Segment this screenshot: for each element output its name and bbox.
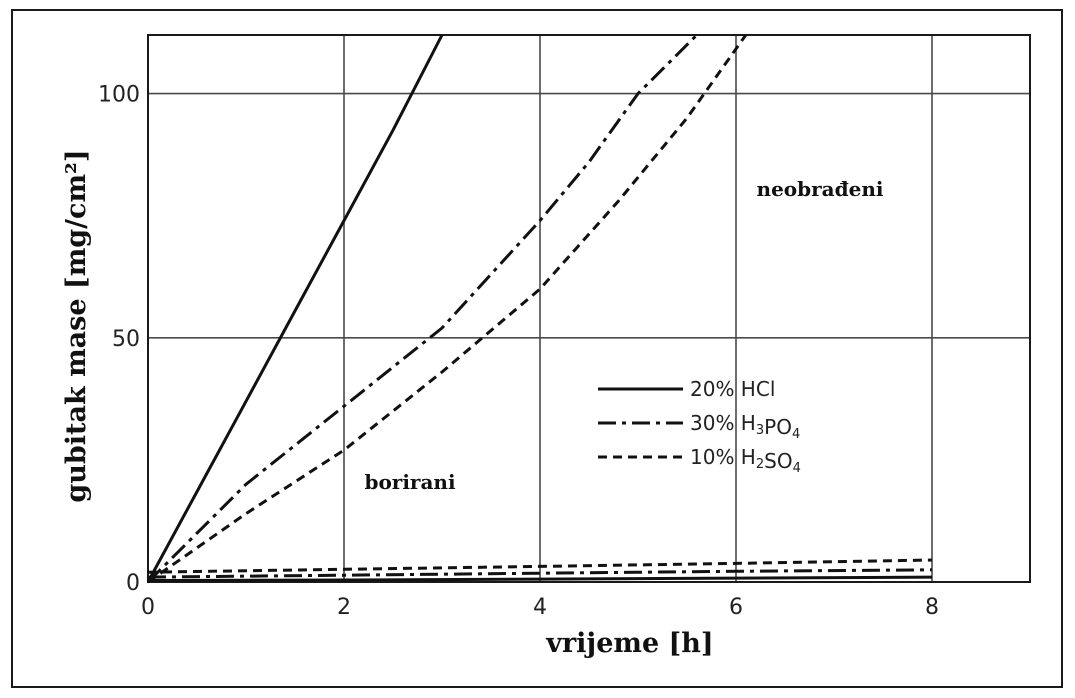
- series-line-neobrađeni-dashed: [147, 34, 748, 584]
- tick-labels: 0 2 4 6 8 0 50 100: [98, 83, 939, 620]
- x-axis-label: vrijeme [h]: [545, 628, 713, 659]
- y-tick-label-0: 0: [126, 571, 140, 596]
- series-line-neobrađeni-dashdot: [146, 33, 698, 584]
- series-line-neobrađeni-solid: [146, 34, 444, 583]
- x-tick-label-8: 8: [925, 595, 939, 620]
- plot-area-border: [147, 34, 1031, 583]
- legend-label-dashed: 10% H2SO4: [690, 445, 801, 476]
- legend-label-dashdot: 30% H3PO4: [690, 411, 800, 442]
- y-tick-label-100: 100: [98, 83, 140, 108]
- series-line-borirani-solid: [147, 575, 933, 582]
- grid-lines: [148, 35, 1030, 582]
- chart-frame: [11, 9, 1063, 688]
- x-tick-label-6: 6: [729, 595, 743, 620]
- x-tick-label-0: 0: [141, 595, 155, 620]
- x-tick-label-2: 2: [337, 595, 351, 620]
- series-line-borirani-dashdot: [147, 568, 933, 579]
- series-lines: [146, 33, 933, 584]
- y-axis-label: gubitak mase [mg/cm²]: [61, 149, 92, 502]
- annotation-borirani: borirani: [364, 470, 455, 494]
- annotation-neobradeni: neobrađeni: [757, 177, 884, 201]
- x-tick-label-4: 4: [533, 595, 547, 620]
- y-tick-label-50: 50: [112, 327, 140, 352]
- series-line-borirani-dashed: [147, 558, 933, 574]
- legend-label-solid: 20% HCl: [690, 377, 775, 401]
